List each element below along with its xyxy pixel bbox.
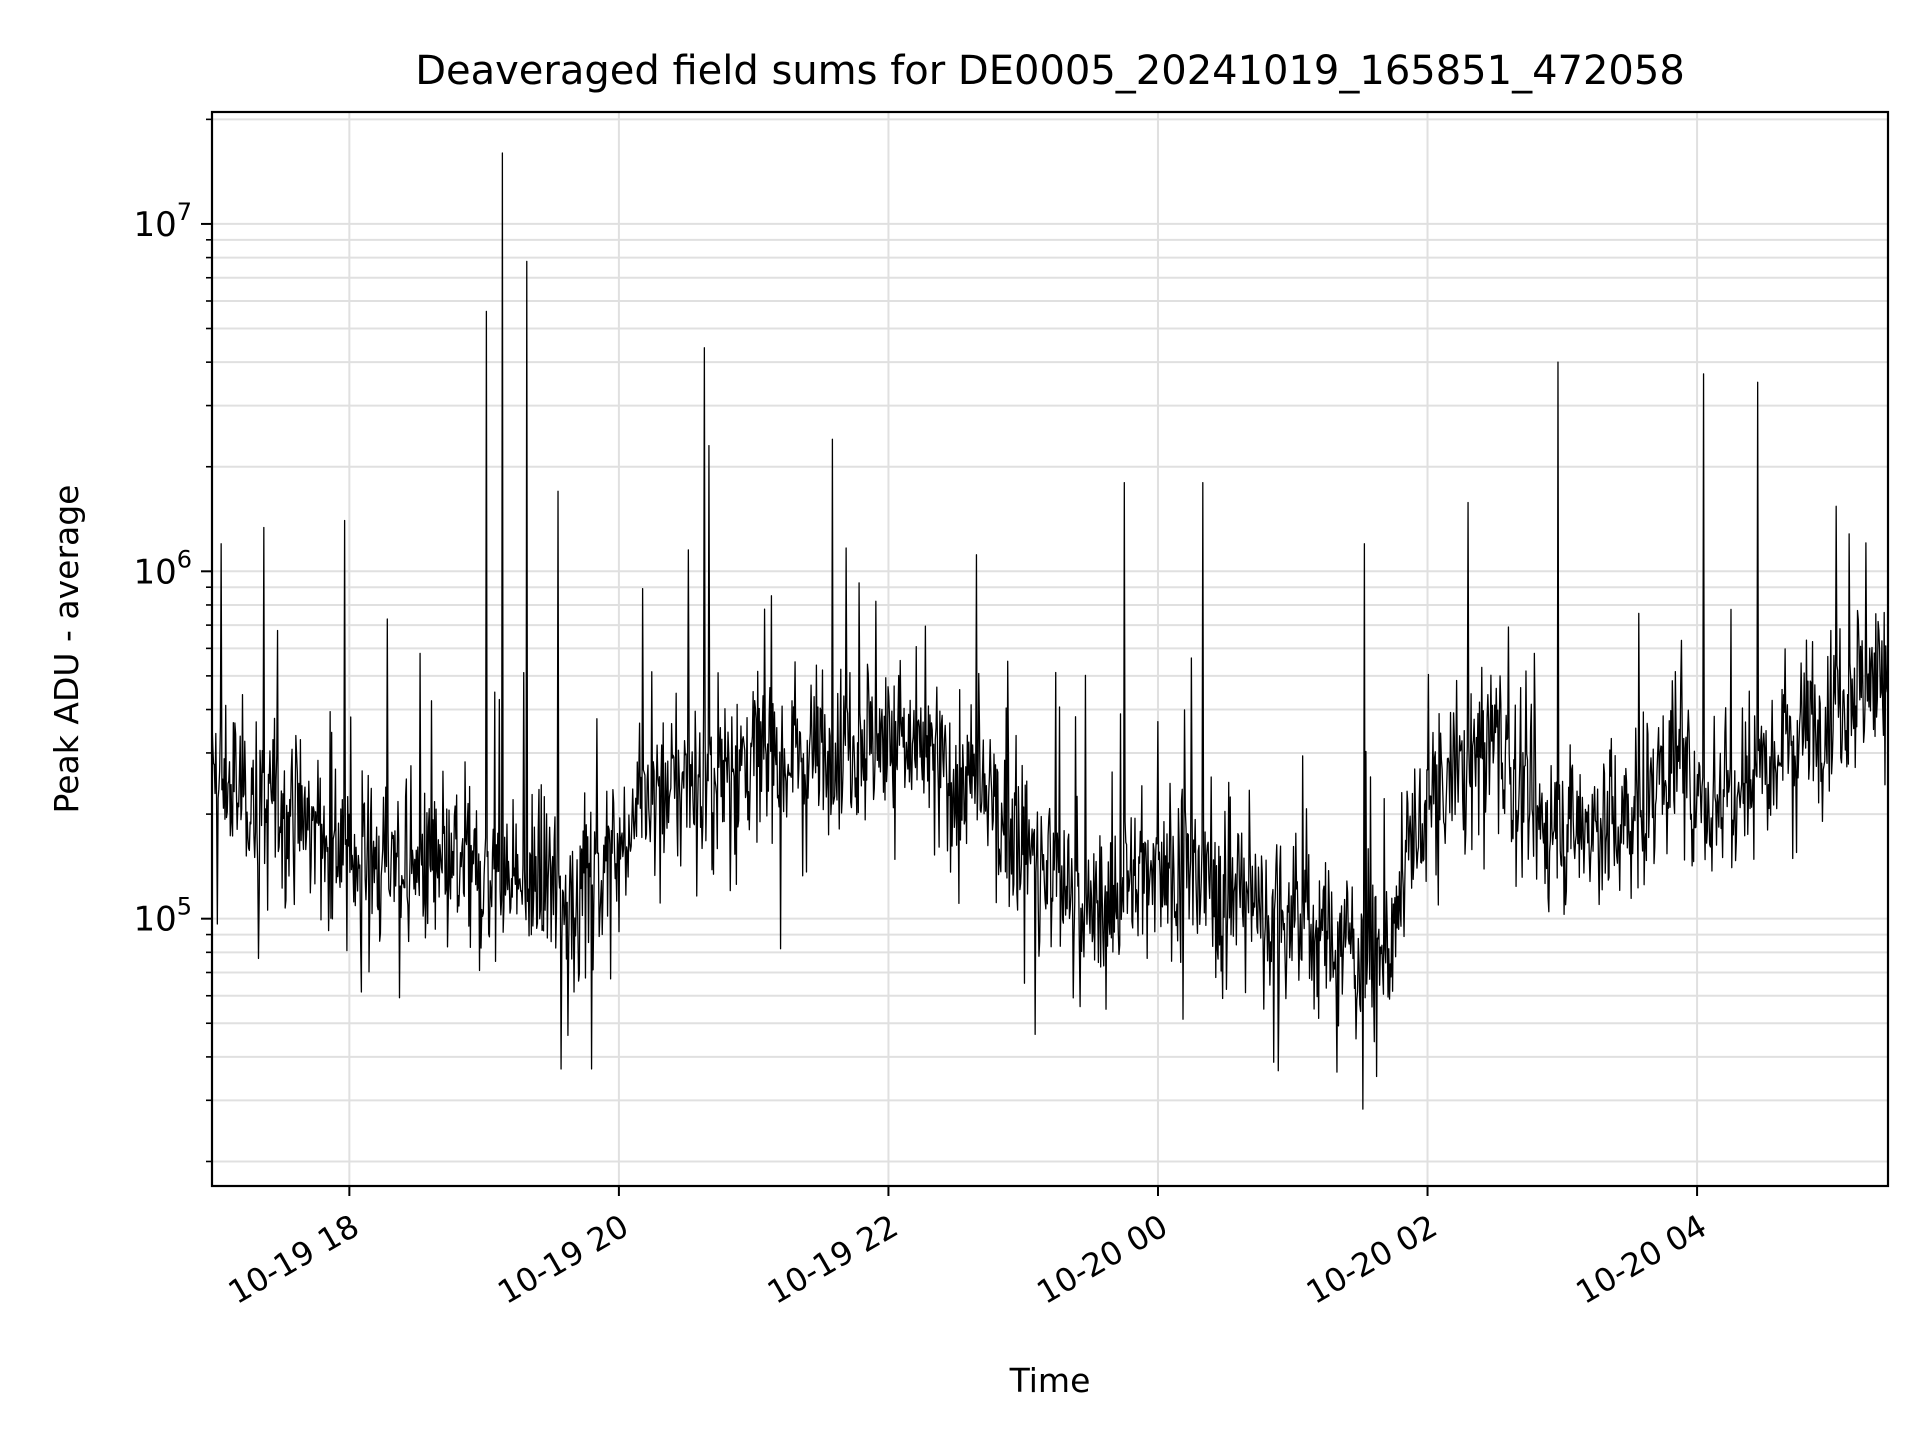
series <box>211 152 1889 1110</box>
chart-title: Deaveraged field sums for DE0005_2024101… <box>415 48 1685 94</box>
y-tick-label: 106 <box>133 545 192 592</box>
y-axis-ticks: 105 106 107 <box>133 118 212 1163</box>
y-tick-label: 105 <box>133 893 192 940</box>
series-line <box>211 152 1889 1110</box>
y-axis-label: Peak ADU - average <box>47 485 86 814</box>
y-tick-label: 107 <box>133 198 192 245</box>
x-axis-label: Time <box>1009 1361 1091 1400</box>
